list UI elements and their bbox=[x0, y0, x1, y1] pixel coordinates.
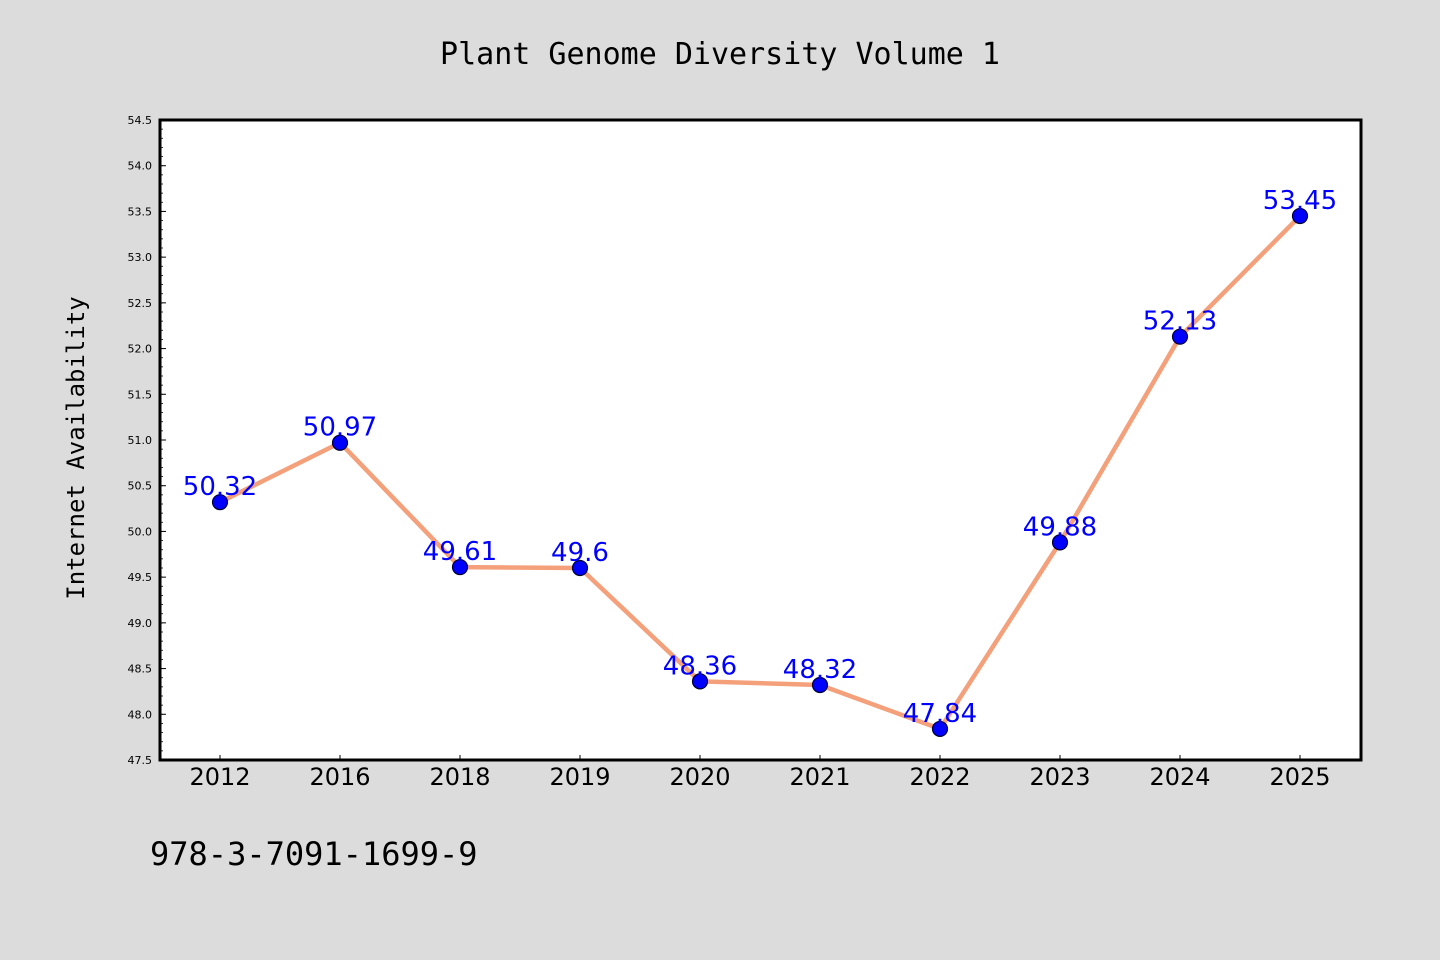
footnote-isbn: 978-3-7091-1699-9 bbox=[150, 835, 478, 873]
data-point bbox=[331, 434, 349, 451]
plot-area bbox=[160, 120, 1361, 760]
data-label: 48.36 bbox=[663, 651, 737, 681]
data-point bbox=[811, 676, 829, 694]
x-tick-label: 2019 bbox=[549, 763, 610, 791]
y-tick-label: 54.0 bbox=[128, 160, 153, 173]
y-tick-label: 53.0 bbox=[128, 251, 153, 264]
data-point bbox=[211, 494, 229, 511]
x-tick-label: 2023 bbox=[1029, 763, 1090, 791]
data-label: 52.13 bbox=[1143, 307, 1217, 337]
y-tick-label: 51.0 bbox=[128, 434, 153, 447]
data-label-group: 50.32 50.97 49.61 49.6 48.36 48.32 47.84 49.88 5… bbox=[183, 186, 1337, 729]
data-point bbox=[691, 673, 709, 690]
plot-frame bbox=[158, 118, 1363, 762]
x-tick-label: 2018 bbox=[429, 763, 490, 791]
x-tick-label: 2025 bbox=[1269, 763, 1330, 791]
y-tick-label: 54.5 bbox=[128, 114, 153, 127]
x-tick-label: 2012 bbox=[189, 763, 250, 791]
data-label: 48.32 bbox=[783, 655, 857, 685]
x-tick-label: 2016 bbox=[309, 763, 370, 791]
y-tick-label: 48.0 bbox=[128, 708, 153, 721]
x-tick-label: 2022 bbox=[909, 763, 970, 791]
data-point bbox=[1051, 534, 1069, 551]
y-tick-label: 49.5 bbox=[128, 571, 153, 584]
data-label: 49.6 bbox=[551, 538, 609, 568]
data-label: 53.45 bbox=[1263, 186, 1337, 216]
y-axis-title: Internet Availability bbox=[62, 296, 90, 599]
data-label: 50.32 bbox=[183, 472, 257, 502]
data-label: 47.84 bbox=[903, 699, 977, 729]
chart-title: Plant Genome Diversity Volume 1 bbox=[440, 37, 1000, 72]
data-point bbox=[451, 558, 469, 576]
data-label: 49.88 bbox=[1023, 512, 1097, 542]
x-axis: 2012 2016 2018 2019 2020 2021 2022 2023 2024 2025 bbox=[189, 755, 1331, 791]
marker-group bbox=[211, 207, 1309, 738]
y-tick-label: 51.5 bbox=[128, 388, 153, 401]
data-label: 49.61 bbox=[423, 537, 497, 567]
data-point bbox=[931, 720, 949, 738]
y-tick-label: 50.0 bbox=[128, 525, 153, 538]
y-tick-label: 50.5 bbox=[128, 480, 153, 493]
data-point bbox=[571, 559, 589, 577]
y-tick-label: 52.0 bbox=[128, 343, 153, 356]
series-line-group bbox=[219, 214, 1302, 732]
y-tick-label: 47.5 bbox=[128, 754, 153, 767]
y-axis: 47.5 48.0 48.5 49.0 49.5 50.0 50.5 51.0 51.5 52.0… bbox=[128, 114, 166, 767]
x-tick-label: 2020 bbox=[669, 763, 730, 791]
x-tick-label: 2021 bbox=[789, 763, 850, 791]
y-tick-label: 53.5 bbox=[128, 205, 153, 218]
x-tick-label: 2024 bbox=[1149, 763, 1210, 791]
y-tick-label: 52.5 bbox=[128, 297, 153, 310]
data-label: 50.97 bbox=[303, 413, 377, 443]
series-line bbox=[219, 214, 1302, 732]
data-point bbox=[1171, 328, 1189, 345]
y-tick-label: 48.5 bbox=[128, 663, 153, 676]
y-tick-label: 49.0 bbox=[128, 617, 153, 630]
data-point bbox=[1291, 207, 1309, 225]
